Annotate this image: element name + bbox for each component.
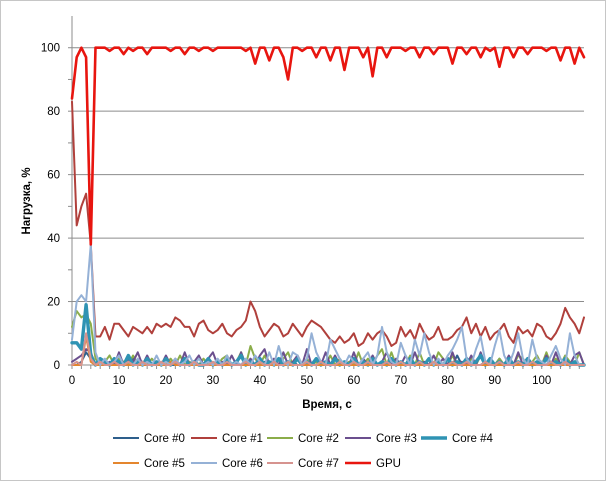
x-tick-label: 0	[69, 375, 75, 387]
legend-label-core-3: Core #3	[376, 433, 417, 445]
x-tick-label: 30	[207, 375, 220, 387]
y-tick-label: 40	[47, 233, 60, 245]
legend-label-core-2: Core #2	[298, 433, 339, 445]
legend-label-core-5: Core #5	[144, 458, 185, 470]
x-tick-label: 40	[253, 375, 266, 387]
legend-label-core-1: Core #1	[222, 433, 263, 445]
series-line-core-1	[71, 100, 585, 347]
legend-label-core-4: Core #4	[452, 433, 494, 445]
series-lines	[70, 46, 586, 367]
series-line-core-7	[71, 332, 585, 366]
x-tick-label: 50	[300, 375, 313, 387]
x-tick-label: 80	[441, 375, 454, 387]
x-tick-label: 100	[532, 375, 551, 387]
x-tick-label: 10	[113, 375, 126, 387]
y-tick-label: 60	[47, 170, 60, 182]
x-tick-label: 70	[394, 375, 407, 387]
legend-label-core-0: Core #0	[144, 433, 185, 445]
y-axis-label: Нагрузка, %	[21, 167, 33, 234]
y-tick-label: 80	[47, 106, 60, 118]
gridlines	[72, 47, 584, 303]
series-line-gpu	[70, 46, 586, 246]
axes: 0 20 40 60 80 100 0 10 20 30 40 50 60 70 80 90 100	[41, 16, 584, 387]
legend-label-gpu: GPU	[376, 458, 401, 470]
legend-label-core-7: Core #7	[298, 458, 339, 470]
series-line-core-6	[71, 243, 585, 366]
x-axis-label: Время, с	[302, 399, 352, 411]
x-tick-label: 20	[160, 375, 173, 387]
y-tick-label: 20	[47, 297, 60, 309]
x-tick-label: 90	[488, 375, 501, 387]
legend-label-core-6: Core #6	[222, 458, 263, 470]
legend: Core #0 Core #1 Core #2 Core #3 Core #4 Core …	[113, 433, 494, 470]
y-tick-label: 0	[54, 360, 60, 372]
x-tick-label: 60	[347, 375, 360, 387]
y-tick-label: 100	[41, 43, 60, 55]
